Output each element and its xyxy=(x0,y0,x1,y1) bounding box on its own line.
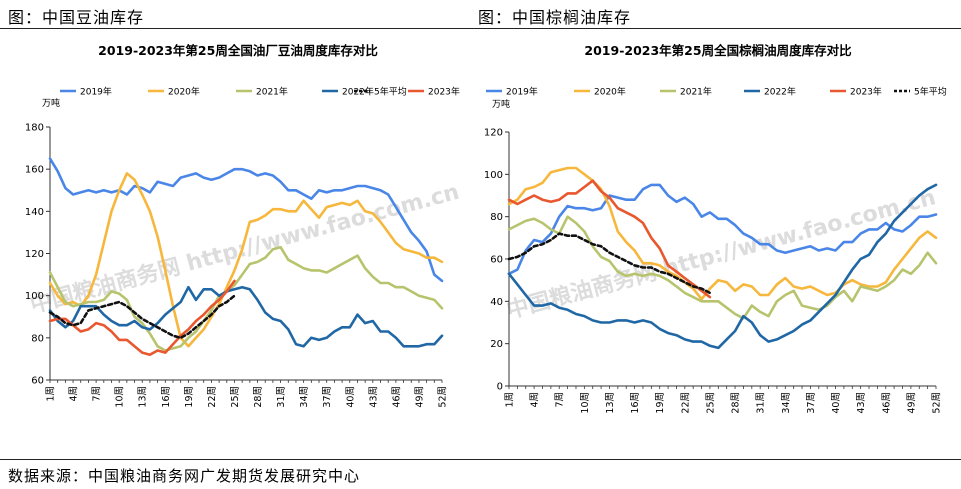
palm-x-tick-label: 19周 xyxy=(655,392,666,414)
palm-y-unit-label: 万吨 xyxy=(492,98,510,110)
palm-x-tick-label: 1周 xyxy=(505,392,516,408)
soybean-legend-2019-label: 2019年 xyxy=(80,86,112,98)
palm-x-tick-label: 28周 xyxy=(731,392,742,414)
palm-legend-2023: 2023年 xyxy=(830,86,882,98)
figure-title-palm-oil: 图：中国棕榈油库存 xyxy=(478,8,632,27)
palm-y-tick-label: 80 xyxy=(490,212,503,223)
palm-y-tick-label: 100 xyxy=(484,170,503,181)
palm-x-tick-label: 49周 xyxy=(906,392,917,414)
palm-legend-2020-label: 2020年 xyxy=(594,86,626,98)
palm-legend-5yr-avg-label: 5年平均 xyxy=(914,86,947,98)
soybean-x-tick-label: 37周 xyxy=(322,386,333,408)
soybean-chart-title: 2019-2023年第25周全国油厂豆油周度库存对比 xyxy=(98,43,378,58)
palm-y-tick-label: 0 xyxy=(497,382,503,393)
soybean-x-tick-label: 34周 xyxy=(299,386,310,408)
palm-x-tick-label: 16周 xyxy=(630,392,641,414)
soybean-y-tick-label: 100 xyxy=(25,291,44,302)
palm-x-tick-label: 46周 xyxy=(881,392,892,414)
soybean-legend-2022: 2022年 xyxy=(322,86,374,98)
soybean-series-2019-line xyxy=(48,157,444,283)
palm-x-tick-label: 7周 xyxy=(555,392,566,408)
soybean-y-tick-label: 80 xyxy=(31,333,44,344)
palm-x-tick-label: 25周 xyxy=(705,392,716,414)
soybean-x-tick-label: 10周 xyxy=(115,386,126,408)
palm-x-tick-label: 52周 xyxy=(932,392,943,414)
soybean-x-tick-label: 4周 xyxy=(69,386,80,402)
palm-series-5yr-avg-line xyxy=(507,232,712,295)
soybean-x-tick-label: 28周 xyxy=(253,386,264,408)
soybean-series-2020-line xyxy=(48,172,444,348)
palm-x-tick-label: 4周 xyxy=(530,392,541,408)
palm-series-2019-line xyxy=(507,183,938,276)
soybean-series-2021-line xyxy=(48,245,444,352)
soybean-y-tick-label: 120 xyxy=(25,249,44,260)
data-source: 数据来源：中国粮油商务网广发期货发展研究中心 xyxy=(8,467,361,485)
soybean-x-tick-label: 16周 xyxy=(161,386,172,408)
soybean-series-5yr-avg-line xyxy=(48,294,236,340)
soybean-legend-5yr-avg-label: 5年平均 xyxy=(374,86,407,98)
palm-legend-2019: 2019年 xyxy=(486,86,538,98)
soybean-y-tick-label: 60 xyxy=(31,376,44,387)
palm-x-tick-label: 10周 xyxy=(580,392,591,414)
soybean-x-tick-label: 25周 xyxy=(230,386,241,408)
soybean-x-tick-label: 22周 xyxy=(207,386,218,408)
palm-x-tick-label: 40周 xyxy=(831,392,842,414)
soybean-series-2023-line xyxy=(48,279,236,357)
palm-legend-2021: 2021年 xyxy=(660,86,712,98)
palm-oil-chart: 2019-2023年第25周全国棕榈油周度库存对比 2019年 2020年 2021年… xyxy=(484,43,947,414)
palm-series-2021-line xyxy=(507,215,938,320)
soybean-y-tick-label: 160 xyxy=(25,165,44,176)
palm-x-tick-label: 43周 xyxy=(856,392,867,414)
palm-y-tick-label: 20 xyxy=(490,339,503,350)
palm-x-tick-label: 22周 xyxy=(680,392,691,414)
figure-title-soybean-oil: 图：中国豆油库存 xyxy=(8,8,145,27)
palm-legend-2022-label: 2022年 xyxy=(764,86,796,98)
palm-legend-2019-label: 2019年 xyxy=(506,86,538,98)
palm-x-tick-label: 37周 xyxy=(806,392,817,414)
soybean-y-tick-label: 180 xyxy=(25,123,44,134)
soybean-series-2022-line xyxy=(48,285,444,348)
palm-x-tick-label: 31周 xyxy=(756,392,767,414)
soybean-x-tick-label: 31周 xyxy=(276,386,287,408)
palm-chart-title: 2019-2023年第25周全国棕榈油周度库存对比 xyxy=(584,43,852,58)
soybean-x-tick-label: 40周 xyxy=(345,386,356,408)
soybean-x-tick-label: 13周 xyxy=(138,386,149,408)
soybean-legend-5yr-avg: 5年平均 xyxy=(354,86,407,98)
soybean-watermark: 中国粮油商务网 http://www.fao.com.cn xyxy=(27,179,462,319)
soybean-x-tick-label: 52周 xyxy=(438,386,449,408)
soybean-legend-2020-label: 2020年 xyxy=(168,86,200,98)
soybean-legend-2020: 2020年 xyxy=(148,86,200,98)
soybean-y-tick-label: 140 xyxy=(25,207,44,218)
bottom-divider xyxy=(0,459,961,460)
palm-series-2020-line xyxy=(507,166,938,301)
soybean-legend-2021: 2021年 xyxy=(236,86,288,98)
soybean-legend-2023: 2023年 xyxy=(408,86,460,98)
soybean-x-tick-label: 46周 xyxy=(391,386,402,408)
soybean-x-tick-label: 1周 xyxy=(46,386,57,402)
palm-legend-2023-label: 2023年 xyxy=(850,86,882,98)
palm-legend-2022: 2022年 xyxy=(744,86,796,98)
soybean-x-tick-label: 43周 xyxy=(368,386,379,408)
palm-y-tick-label: 120 xyxy=(484,128,503,139)
palm-legend-5yr-avg: 5年平均 xyxy=(894,86,947,98)
soybean-legend-2022-label: 2022年 xyxy=(342,86,374,98)
palm-series-2023-line xyxy=(507,179,712,299)
soybean-x-tick-label: 19周 xyxy=(184,386,195,408)
soybean-legend-2023-label: 2023年 xyxy=(428,86,460,98)
soybean-legend-2019: 2019年 xyxy=(60,86,112,98)
soybean-oil-chart: 2019-2023年第25周全国油厂豆油周度库存对比 2019年 2020年 2021… xyxy=(25,43,462,408)
palm-series-2022-line xyxy=(507,183,938,350)
soybean-x-tick-label: 49周 xyxy=(414,386,425,408)
palm-x-tick-label: 13周 xyxy=(605,392,616,414)
palm-y-tick-label: 40 xyxy=(490,297,503,308)
soybean-y-unit-label: 万吨 xyxy=(42,97,60,109)
palm-x-tick-label: 34周 xyxy=(781,392,792,414)
soybean-legend-2021-label: 2021年 xyxy=(256,86,288,98)
palm-y-tick-label: 60 xyxy=(490,255,503,266)
palm-legend-2021-label: 2021年 xyxy=(680,86,712,98)
soybean-x-tick-label: 7周 xyxy=(92,386,103,402)
top-divider xyxy=(0,28,961,29)
palm-legend-2020: 2020年 xyxy=(574,86,626,98)
